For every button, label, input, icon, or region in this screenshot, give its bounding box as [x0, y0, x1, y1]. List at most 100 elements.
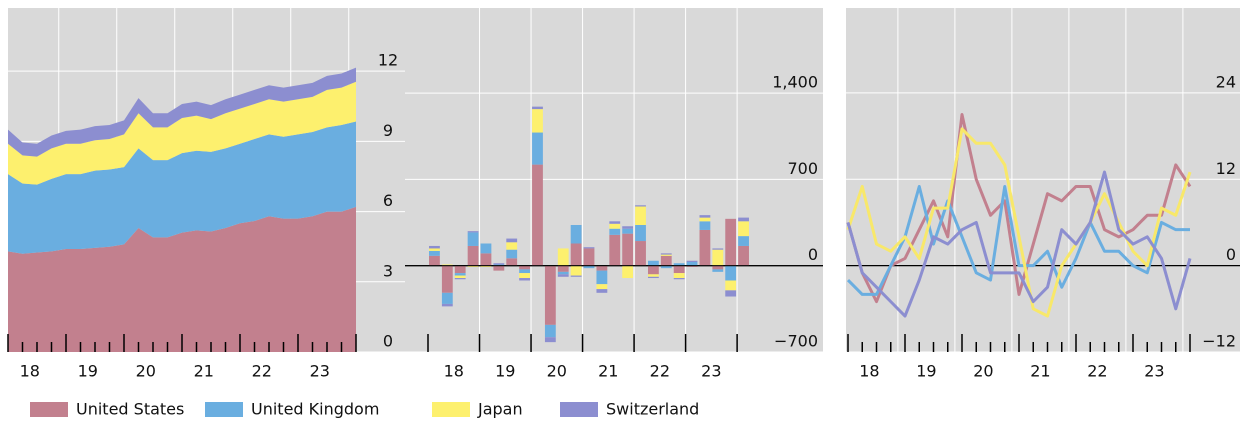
bar-segment	[660, 254, 672, 256]
line	[846, 113, 1192, 304]
bar-segment	[570, 225, 582, 244]
x-tick-label: 23	[701, 362, 721, 381]
legend-swatch	[30, 402, 68, 417]
bar-segment	[647, 265, 659, 275]
bar-segment	[660, 255, 672, 266]
x-tick-label: 19	[916, 362, 936, 381]
legend-label: Japan	[477, 400, 523, 419]
bar-segment	[660, 253, 672, 255]
bar-segment	[699, 221, 711, 230]
bar-segment	[609, 221, 621, 224]
bar-segment	[738, 221, 749, 237]
bar-segment	[699, 217, 711, 222]
bar-segment	[635, 225, 646, 242]
bar-segment	[647, 276, 659, 279]
bar-segment	[622, 233, 634, 266]
y-tick-label: 12	[1216, 159, 1236, 178]
bar-segment	[467, 231, 479, 233]
bar-segment	[570, 265, 582, 276]
bar-segment	[544, 265, 556, 325]
y-tick-label: 0	[383, 332, 393, 351]
bar-segment	[596, 270, 608, 285]
bar-segment	[441, 303, 453, 307]
legend-label: United States	[76, 400, 184, 419]
bar-segment	[544, 324, 556, 338]
panel-background	[846, 8, 1240, 352]
bar-segment	[570, 243, 582, 266]
bar-segment	[429, 248, 440, 251]
bar-segment	[609, 234, 621, 266]
legend-label: United Kingdom	[251, 400, 379, 419]
bar-segment	[532, 132, 543, 165]
x-tick-label: 18	[859, 362, 879, 381]
x-tick-label: 21	[194, 362, 214, 381]
bar-segment	[647, 274, 659, 277]
bar-segment	[506, 258, 518, 266]
bar-segment	[454, 265, 466, 274]
bar-segment	[441, 264, 453, 266]
bar-segment	[673, 263, 685, 266]
bar-segment	[557, 248, 569, 266]
bar-segment	[738, 236, 749, 246]
bar-segment	[532, 164, 543, 266]
legend-label: Switzerland	[606, 400, 699, 419]
x-tick-label: 22	[1087, 362, 1107, 381]
x-tick-label: 21	[598, 362, 618, 381]
area	[8, 206, 356, 352]
bar-segment	[454, 275, 466, 279]
bar-segment	[557, 271, 569, 275]
y-tick-label: 1,400	[772, 73, 818, 92]
bar-segment	[712, 265, 724, 270]
bar-segment	[467, 245, 479, 266]
bar-segment	[596, 284, 608, 290]
bar-segment	[480, 243, 492, 254]
y-tick-label: 12	[378, 51, 398, 70]
x-tick-label: 20	[547, 362, 567, 381]
x-tick-label: 23	[310, 362, 330, 381]
y-tick-label: −700	[774, 332, 818, 351]
bar-segment	[493, 264, 505, 266]
x-tick-label: 19	[495, 362, 515, 381]
y-tick-label: 700	[787, 159, 818, 178]
bar-segment	[467, 232, 479, 246]
panel-background	[405, 8, 823, 352]
area	[8, 67, 356, 157]
bar-segment	[429, 250, 440, 256]
legend-swatch	[560, 402, 598, 417]
bar-segment	[712, 269, 724, 272]
bar-segment	[686, 265, 698, 267]
x-tick-label: 20	[136, 362, 156, 381]
bar-segment	[480, 253, 492, 266]
bar-segment	[480, 265, 492, 267]
bar-segment	[622, 226, 634, 229]
bar-segment	[609, 223, 621, 229]
bar-segment	[699, 215, 711, 218]
bar-segment	[647, 260, 659, 266]
bar-segment	[532, 109, 543, 133]
x-tick-label: 18	[444, 362, 464, 381]
bar-segment	[686, 260, 698, 262]
bar-segment	[725, 290, 737, 297]
bar-segment	[635, 206, 646, 226]
y-tick-label: 24	[1216, 72, 1236, 91]
bar-segment	[532, 106, 543, 110]
x-tick-label: 22	[650, 362, 670, 381]
line	[846, 127, 1192, 318]
y-tick-label: 6	[383, 191, 393, 210]
bar-segment	[557, 265, 569, 272]
bar-segment	[493, 265, 505, 271]
bar-segment	[557, 274, 569, 277]
x-tick-label: 22	[252, 362, 272, 381]
bar-segment	[493, 263, 505, 265]
bar-segment	[673, 273, 685, 279]
bar-segment	[596, 265, 608, 271]
bar-segment	[506, 242, 518, 250]
y-tick-label: 3	[383, 261, 393, 280]
bar-segment	[519, 273, 531, 279]
bar-segment	[441, 265, 453, 293]
bar-segment	[596, 289, 608, 293]
legend-swatch	[205, 402, 243, 417]
bar-segment	[429, 245, 440, 249]
bar-segment	[686, 261, 698, 266]
